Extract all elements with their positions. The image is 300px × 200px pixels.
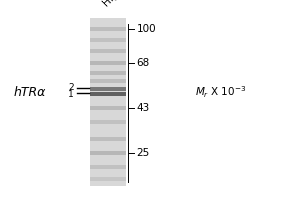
Bar bbox=[90, 177, 126, 181]
Bar bbox=[90, 165, 126, 169]
Bar bbox=[90, 38, 126, 42]
Bar bbox=[90, 27, 126, 31]
Bar bbox=[90, 49, 126, 53]
Bar bbox=[90, 71, 126, 75]
Text: Hippocampus: Hippocampus bbox=[101, 0, 158, 8]
Text: 1: 1 bbox=[68, 90, 74, 99]
Text: hTRα: hTRα bbox=[14, 86, 46, 98]
Bar bbox=[90, 137, 126, 141]
Bar bbox=[90, 18, 126, 186]
Bar bbox=[90, 61, 126, 65]
Bar bbox=[90, 106, 126, 110]
Bar bbox=[90, 92, 126, 96]
Bar bbox=[90, 120, 126, 124]
Text: 100: 100 bbox=[136, 24, 156, 34]
Text: 68: 68 bbox=[136, 58, 150, 68]
Text: 43: 43 bbox=[136, 103, 150, 113]
Bar bbox=[90, 79, 126, 83]
Text: 25: 25 bbox=[136, 148, 150, 158]
Text: 2: 2 bbox=[68, 83, 74, 92]
Bar bbox=[90, 87, 126, 91]
Text: $M_r$ X 10$^{-3}$: $M_r$ X 10$^{-3}$ bbox=[195, 84, 246, 100]
Bar bbox=[90, 151, 126, 155]
